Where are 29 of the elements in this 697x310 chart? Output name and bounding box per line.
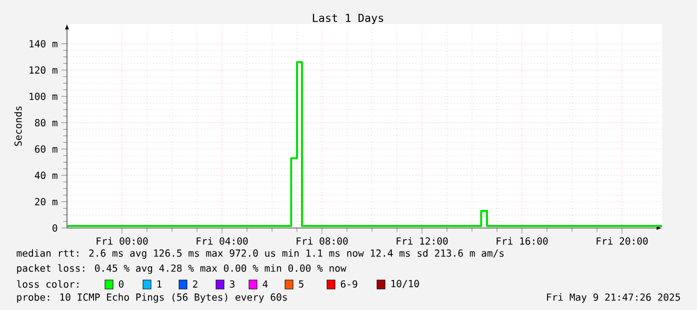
x-tick-label: Fri 00:00 [96, 237, 148, 245]
y-axis-title: Seconds [14, 106, 22, 146]
text: 2 [193, 280, 198, 288]
y-tick-label: 120 m [30, 66, 58, 74]
text: Fri May 9 21:47:26 2025 [547, 293, 680, 303]
text: probe: 10 ICMP Echo Pings (56 Bytes) every 60s [17, 293, 287, 303]
text: 5 [298, 280, 304, 288]
text: 0 [118, 280, 124, 288]
y-tick-label: 20 m [35, 198, 58, 206]
x-tick-label: Fri 12:00 [396, 237, 448, 245]
x-tick-label: Fri 08:00 [296, 237, 348, 245]
y-tick-label: 60 m [34, 145, 58, 153]
text: loss color: [17, 280, 78, 288]
y-tick-label: 0 [52, 224, 58, 232]
text: 3 [230, 280, 234, 288]
x-tick-label: Fri 16:00 [496, 237, 548, 245]
text: 1 [157, 280, 162, 288]
chart-title: Last 1 Days [312, 14, 384, 24]
text: 10/10 [391, 280, 419, 288]
y-tick-label: 80 m [34, 119, 58, 126]
text: packet loss: 0.45 % avg 4.28 % max 0.00 % min 0.00 % now [17, 264, 346, 274]
text: 4 [262, 280, 268, 288]
y-tick-label: 100 m [30, 92, 58, 100]
x-tick-label: Fri 20:00 [596, 237, 648, 245]
x-tick-label: Fri 04:00 [196, 237, 248, 245]
y-tick-label: 40 m [34, 172, 58, 180]
text: 6-9 [340, 280, 358, 288]
y-tick-label: 140 m [30, 40, 58, 48]
text: median rtt: 2.6 ms avg 126.5 ms max 972.0 us min 1.1 ms now 12.4 ms sd 213.6 m am/s [16, 249, 504, 259]
